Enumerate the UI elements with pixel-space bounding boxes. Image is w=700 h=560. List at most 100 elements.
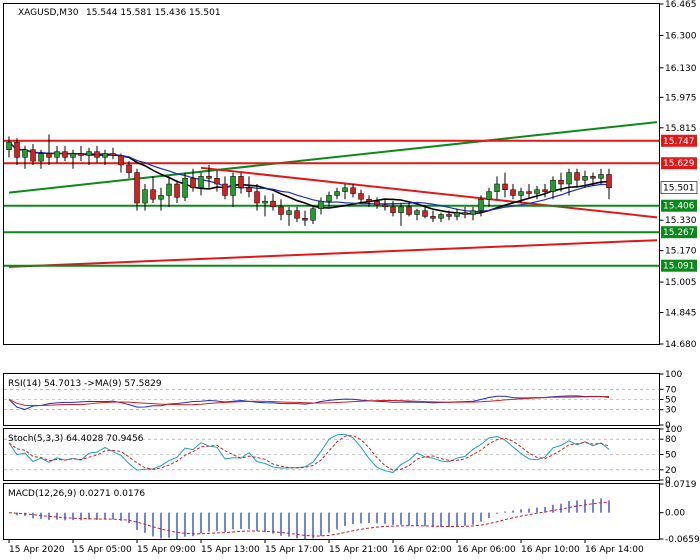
candle-body: [270, 200, 276, 208]
time-tick-label: 15 Apr 13:00: [201, 545, 260, 555]
level-tag-label: 15.747: [663, 137, 695, 147]
macd-signal-line: [8, 501, 610, 537]
macd-label: MACD(12,26,9) 0.0271 0.0176: [8, 489, 145, 499]
candle-body: [38, 153, 44, 162]
level-tag: [661, 134, 697, 147]
candle-body: [14, 141, 20, 158]
level-tag-label: 15.629: [663, 159, 695, 169]
candle-body: [574, 172, 580, 181]
candle-body: [566, 172, 572, 185]
candle-body: [358, 193, 364, 200]
candle-body: [334, 191, 340, 196]
time-tick-label: 15 Apr 05:00: [73, 545, 132, 555]
candle-body: [94, 151, 100, 158]
trendline: [8, 239, 658, 268]
ind-tick-label: 0: [665, 421, 671, 431]
time-tick-label: 15 Apr 21:00: [329, 545, 388, 555]
candle-body: [222, 183, 228, 196]
price-tick-label: 15.975: [665, 93, 697, 103]
rsi-label: RSI(14) 54.7013 ->MA(9) 57.5829: [8, 379, 162, 389]
level-tag-label: 15.406: [663, 202, 695, 212]
time-tick-label: 15 Apr 09:00: [137, 545, 196, 555]
price-tick-label: 15.815: [665, 124, 697, 134]
candle-body: [486, 191, 492, 200]
level-tag: [661, 199, 697, 212]
candle-body: [406, 206, 412, 215]
ind-tick-label: 80: [665, 435, 677, 445]
candle-body: [286, 210, 292, 215]
trendline: [200, 166, 658, 219]
candle-body: [278, 206, 284, 215]
level-tag: [661, 226, 697, 239]
candle-body: [78, 153, 84, 156]
candle-body: [134, 172, 140, 204]
candle-body: [310, 208, 316, 221]
price-layer: [4, 121, 660, 268]
candle-body: [174, 183, 180, 198]
time-tick-label: 15 Apr 17:00: [265, 545, 324, 555]
rsi-ma-line: [8, 396, 610, 407]
candle-body: [302, 218, 308, 221]
candle-body: [414, 210, 420, 215]
candle-body: [526, 191, 532, 194]
candle-body: [214, 178, 220, 185]
candle-body: [502, 183, 508, 190]
header-symbol: XAGUSD,M30: [18, 8, 79, 18]
candle-body: [86, 151, 92, 156]
candle-body: [510, 189, 516, 196]
candle-body: [118, 155, 124, 166]
candle-body: [198, 176, 204, 189]
ind-tick-label: 0.00: [665, 509, 685, 519]
ind-tick-label: 50: [665, 451, 677, 461]
indicator-layer: [4, 388, 660, 540]
time-tick-label: 16 Apr 02:00: [393, 545, 452, 555]
price-panel[interactable]: [3, 3, 660, 345]
time-tick-label: 15 Apr 2020: [9, 545, 65, 555]
ind-tick-label: 0.0719: [665, 480, 697, 490]
candle-body: [398, 206, 404, 213]
stoch-label: Stoch(5,3,3) 64.4028 70.9456: [8, 434, 144, 444]
candle-body: [350, 187, 356, 194]
candle-body: [22, 149, 28, 158]
ma-black-line: [8, 141, 610, 215]
candle-body: [446, 214, 452, 217]
candle-body: [158, 195, 164, 200]
candle-body: [550, 179, 556, 192]
candle-body: [430, 216, 436, 219]
price-tick-label: 16.130: [665, 64, 697, 74]
candle-body: [206, 176, 212, 179]
ind-tick-label: 50: [665, 396, 677, 406]
candle-body: [126, 164, 132, 173]
candle-body: [470, 210, 476, 215]
candle-body: [318, 200, 324, 210]
candle-body: [294, 210, 300, 219]
level-tag: [661, 259, 697, 272]
candle-body: [598, 174, 604, 179]
candle-body: [246, 187, 252, 192]
candle-body: [182, 178, 188, 198]
candle-body: [46, 153, 52, 158]
candle-body: [494, 183, 500, 192]
candle-body: [590, 176, 596, 179]
candle-body: [542, 189, 548, 192]
candle-body: [454, 212, 460, 217]
candle-body: [54, 151, 60, 158]
price-tick-label: 16.300: [665, 31, 697, 41]
time-tick-label: 16 Apr 06:00: [457, 545, 516, 555]
candle-body: [30, 149, 36, 162]
ind-tick-label: 100: [665, 425, 682, 435]
price-tick-label: 16.465: [665, 0, 697, 10]
candle-body: [478, 198, 484, 211]
candle-body: [438, 214, 444, 219]
candle-body: [382, 204, 388, 208]
price-tick-label: 15.005: [665, 278, 697, 288]
candle-body: [462, 212, 468, 215]
header-ohlc: 15.544 15.581 15.436 15.501: [86, 8, 221, 18]
candle-body: [342, 187, 348, 192]
price-tick-label: 14.680: [665, 340, 697, 350]
candle-body: [262, 200, 268, 204]
candle-body: [366, 198, 372, 202]
ma-blue-line: [8, 141, 610, 213]
candle-body: [102, 153, 108, 158]
